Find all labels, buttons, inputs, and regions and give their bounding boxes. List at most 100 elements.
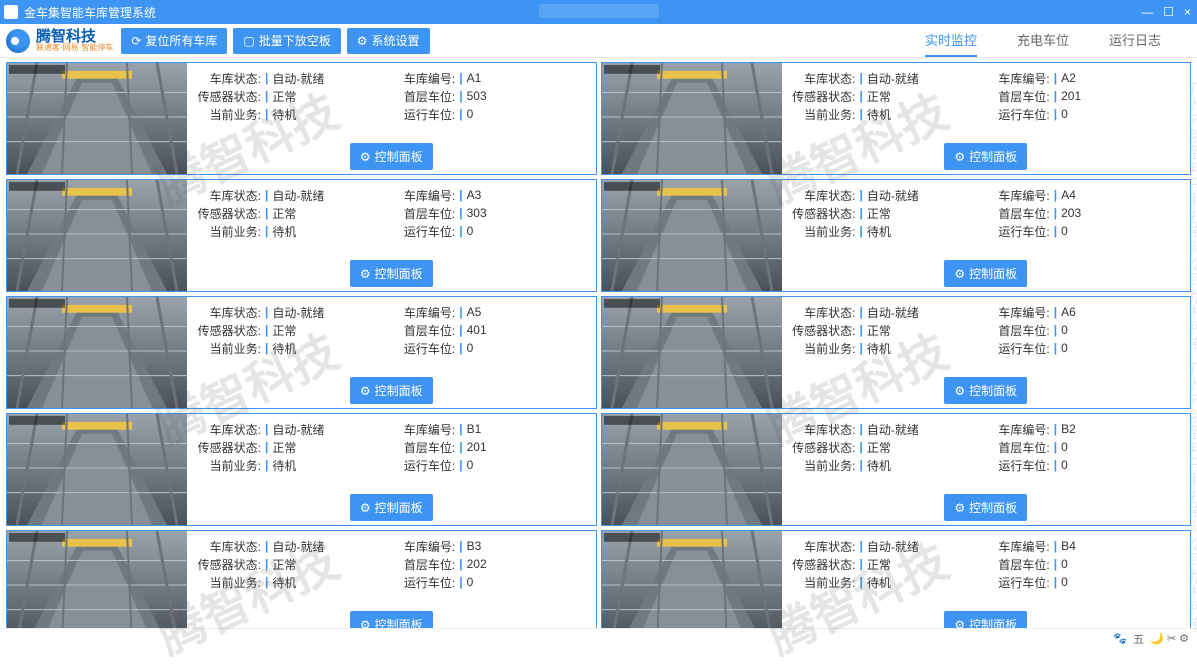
garage-status-label: 车库状态:: [792, 70, 856, 87]
control-panel-button[interactable]: ⚙控制面板: [350, 260, 433, 287]
camera-thumbnail[interactable]: [7, 63, 187, 174]
sensor-status-label: 传感器状态:: [792, 556, 856, 573]
camera-thumbnail[interactable]: [7, 531, 187, 628]
first-floor-value: 401: [467, 323, 487, 337]
running-slot-label: 运行车位:: [391, 340, 455, 357]
control-panel-button[interactable]: ⚙控制面板: [350, 377, 433, 404]
gear-icon: ⚙: [954, 618, 965, 629]
refresh-icon: ⟳: [131, 34, 141, 48]
camera-thumbnail[interactable]: [602, 414, 782, 525]
garage-cell: 车库状态:|自动-就绪 传感器状态:|正常 当前业务:|待机 车库编号:|A6 …: [601, 296, 1192, 409]
camera-thumbnail[interactable]: [7, 414, 187, 525]
sensor-status-value: 正常: [272, 439, 296, 456]
current-task-label: 当前业务:: [197, 340, 261, 357]
logo-icon: [6, 29, 30, 53]
garage-info: 车库状态:|自动-就绪 传感器状态:|正常 当前业务:|待机 车库编号:|B1 …: [187, 414, 596, 525]
garage-id-value: B1: [467, 422, 482, 436]
control-panel-button[interactable]: ⚙控制面板: [944, 260, 1027, 287]
control-panel-button[interactable]: ⚙控制面板: [350, 143, 433, 170]
sensor-status-label: 传感器状态:: [197, 205, 261, 222]
control-panel-button[interactable]: ⚙控制面板: [944, 494, 1027, 521]
titlebar-grip[interactable]: [539, 4, 659, 18]
garage-status-label: 车库状态:: [792, 421, 856, 438]
garage-status-value: 自动-就绪: [272, 538, 324, 555]
ime-mode[interactable]: 五: [1133, 631, 1144, 647]
running-slot-label: 运行车位:: [391, 574, 455, 591]
running-slot-label: 运行车位:: [391, 223, 455, 240]
camera-thumbnail[interactable]: [7, 180, 187, 291]
control-panel-button[interactable]: ⚙控制面板: [944, 143, 1027, 170]
camera-thumbnail[interactable]: [602, 180, 782, 291]
camera-thumbnail[interactable]: [602, 531, 782, 628]
first-floor-label: 首层车位:: [391, 322, 455, 339]
garage-id-label: 车库编号:: [391, 421, 455, 438]
running-slot-label: 运行车位:: [986, 574, 1050, 591]
garage-id-label: 车库编号:: [391, 187, 455, 204]
running-slot-value: 0: [467, 107, 474, 121]
first-floor-value: 201: [467, 440, 487, 454]
garage-info: 车库状态:|自动-就绪 传感器状态:|正常 当前业务:|待机 车库编号:|B3 …: [187, 531, 596, 628]
sensor-status-value: 正常: [272, 88, 296, 105]
running-slot-value: 0: [1061, 458, 1068, 472]
garage-status-value: 自动-就绪: [867, 70, 919, 87]
garage-grid: 车库状态:|自动-就绪 传感器状态:|正常 当前业务:|待机 车库编号:|A1 …: [6, 62, 1191, 628]
garage-id-label: 车库编号:: [986, 304, 1050, 321]
garage-id-label: 车库编号:: [986, 187, 1050, 204]
gear-icon: ⚙: [954, 384, 965, 398]
first-floor-label: 首层车位:: [391, 439, 455, 456]
gear-icon: ⚙: [360, 267, 371, 281]
garage-cell: 车库状态:|自动-就绪 传感器状态:|正常 当前业务:|待机 车库编号:|A4 …: [601, 179, 1192, 292]
garage-status-value: 自动-就绪: [272, 304, 324, 321]
sensor-status-value: 正常: [867, 88, 891, 105]
maximize-button[interactable]: ☐: [1163, 5, 1174, 19]
tab-charge[interactable]: 充电车位: [1017, 24, 1069, 57]
current-task-label: 当前业务:: [792, 340, 856, 357]
sensor-status-value: 正常: [272, 322, 296, 339]
garage-id-label: 车库编号:: [986, 538, 1050, 555]
current-task-label: 当前业务:: [792, 457, 856, 474]
garage-cell: 车库状态:|自动-就绪 传感器状态:|正常 当前业务:|待机 车库编号:|B3 …: [6, 530, 597, 628]
garage-status-value: 自动-就绪: [867, 421, 919, 438]
camera-thumbnail[interactable]: [602, 297, 782, 408]
current-task-value: 待机: [867, 574, 891, 591]
current-task-label: 当前业务:: [792, 106, 856, 123]
garage-status-label: 车库状态:: [197, 538, 261, 555]
current-task-value: 待机: [272, 340, 296, 357]
batch-drop-button[interactable]: ▢批量下放空板: [233, 28, 340, 54]
minimize-button[interactable]: —: [1141, 5, 1153, 19]
garage-cell: 车库状态:|自动-就绪 传感器状态:|正常 当前业务:|待机 车库编号:|B2 …: [601, 413, 1192, 526]
running-slot-label: 运行车位:: [986, 106, 1050, 123]
garage-info: 车库状态:|自动-就绪 传感器状态:|正常 当前业务:|待机 车库编号:|A3 …: [187, 180, 596, 291]
sensor-status-label: 传感器状态:: [792, 439, 856, 456]
square-icon: ▢: [243, 34, 254, 48]
reset-all-button[interactable]: ⟳复位所有车库: [121, 28, 227, 54]
system-settings-button[interactable]: ⚙系统设置: [347, 28, 430, 54]
tabs: 实时监控 充电车位 运行日志: [925, 24, 1191, 57]
first-floor-value: 503: [467, 89, 487, 103]
tab-monitor[interactable]: 实时监控: [925, 24, 977, 57]
garage-id-value: B2: [1061, 422, 1076, 436]
control-panel-button[interactable]: ⚙控制面板: [944, 611, 1027, 628]
status-extra[interactable]: 🌙 ✂ ⚙: [1150, 632, 1189, 645]
first-floor-value: 202: [467, 557, 487, 571]
current-task-value: 待机: [272, 223, 296, 240]
control-panel-button[interactable]: ⚙控制面板: [350, 494, 433, 521]
gear-icon: ⚙: [360, 384, 371, 398]
camera-thumbnail[interactable]: [602, 63, 782, 174]
sensor-status-value: 正常: [272, 205, 296, 222]
control-panel-button[interactable]: ⚙控制面板: [944, 377, 1027, 404]
tab-log[interactable]: 运行日志: [1109, 24, 1161, 57]
garage-cell: 车库状态:|自动-就绪 传感器状态:|正常 当前业务:|待机 车库编号:|A2 …: [601, 62, 1192, 175]
garage-status-label: 车库状态:: [197, 421, 261, 438]
first-floor-label: 首层车位:: [391, 205, 455, 222]
close-button[interactable]: ×: [1184, 5, 1191, 19]
first-floor-label: 首层车位:: [986, 322, 1050, 339]
garage-status-value: 自动-就绪: [272, 187, 324, 204]
statusbar: 🐾 五 🌙 ✂ ⚙: [0, 628, 1197, 648]
running-slot-value: 0: [1061, 107, 1068, 121]
app-icon: [4, 5, 18, 19]
camera-thumbnail[interactable]: [7, 297, 187, 408]
current-task-value: 待机: [867, 457, 891, 474]
garage-status-value: 自动-就绪: [867, 304, 919, 321]
control-panel-button[interactable]: ⚙控制面板: [350, 611, 433, 628]
